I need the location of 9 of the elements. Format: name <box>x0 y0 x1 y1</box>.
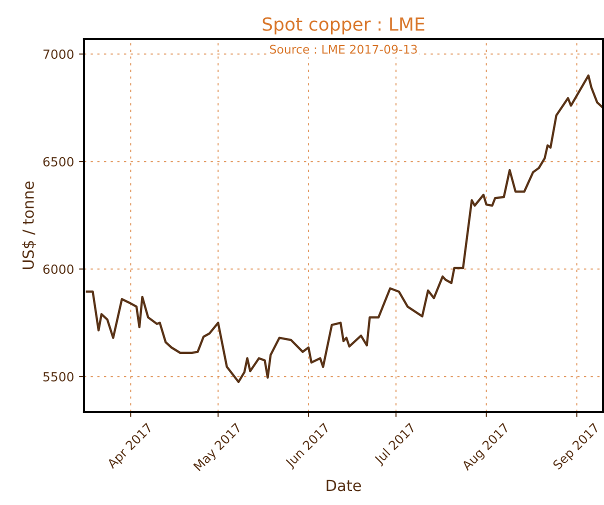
line-series <box>86 74 603 384</box>
y-tick-label: 5500 <box>43 372 74 382</box>
annotation: Source : LME 2017-09-13 <box>270 44 417 54</box>
chart-title: Spot copper : LME <box>262 17 424 34</box>
y-tick-label: 6500 <box>43 157 74 166</box>
x-axis-title: Date <box>326 480 361 492</box>
y-tick-label: 7000 <box>43 50 74 59</box>
y-tick-label: 6000 <box>43 264 74 274</box>
y-axis-title: US$ / tonne <box>22 182 36 269</box>
